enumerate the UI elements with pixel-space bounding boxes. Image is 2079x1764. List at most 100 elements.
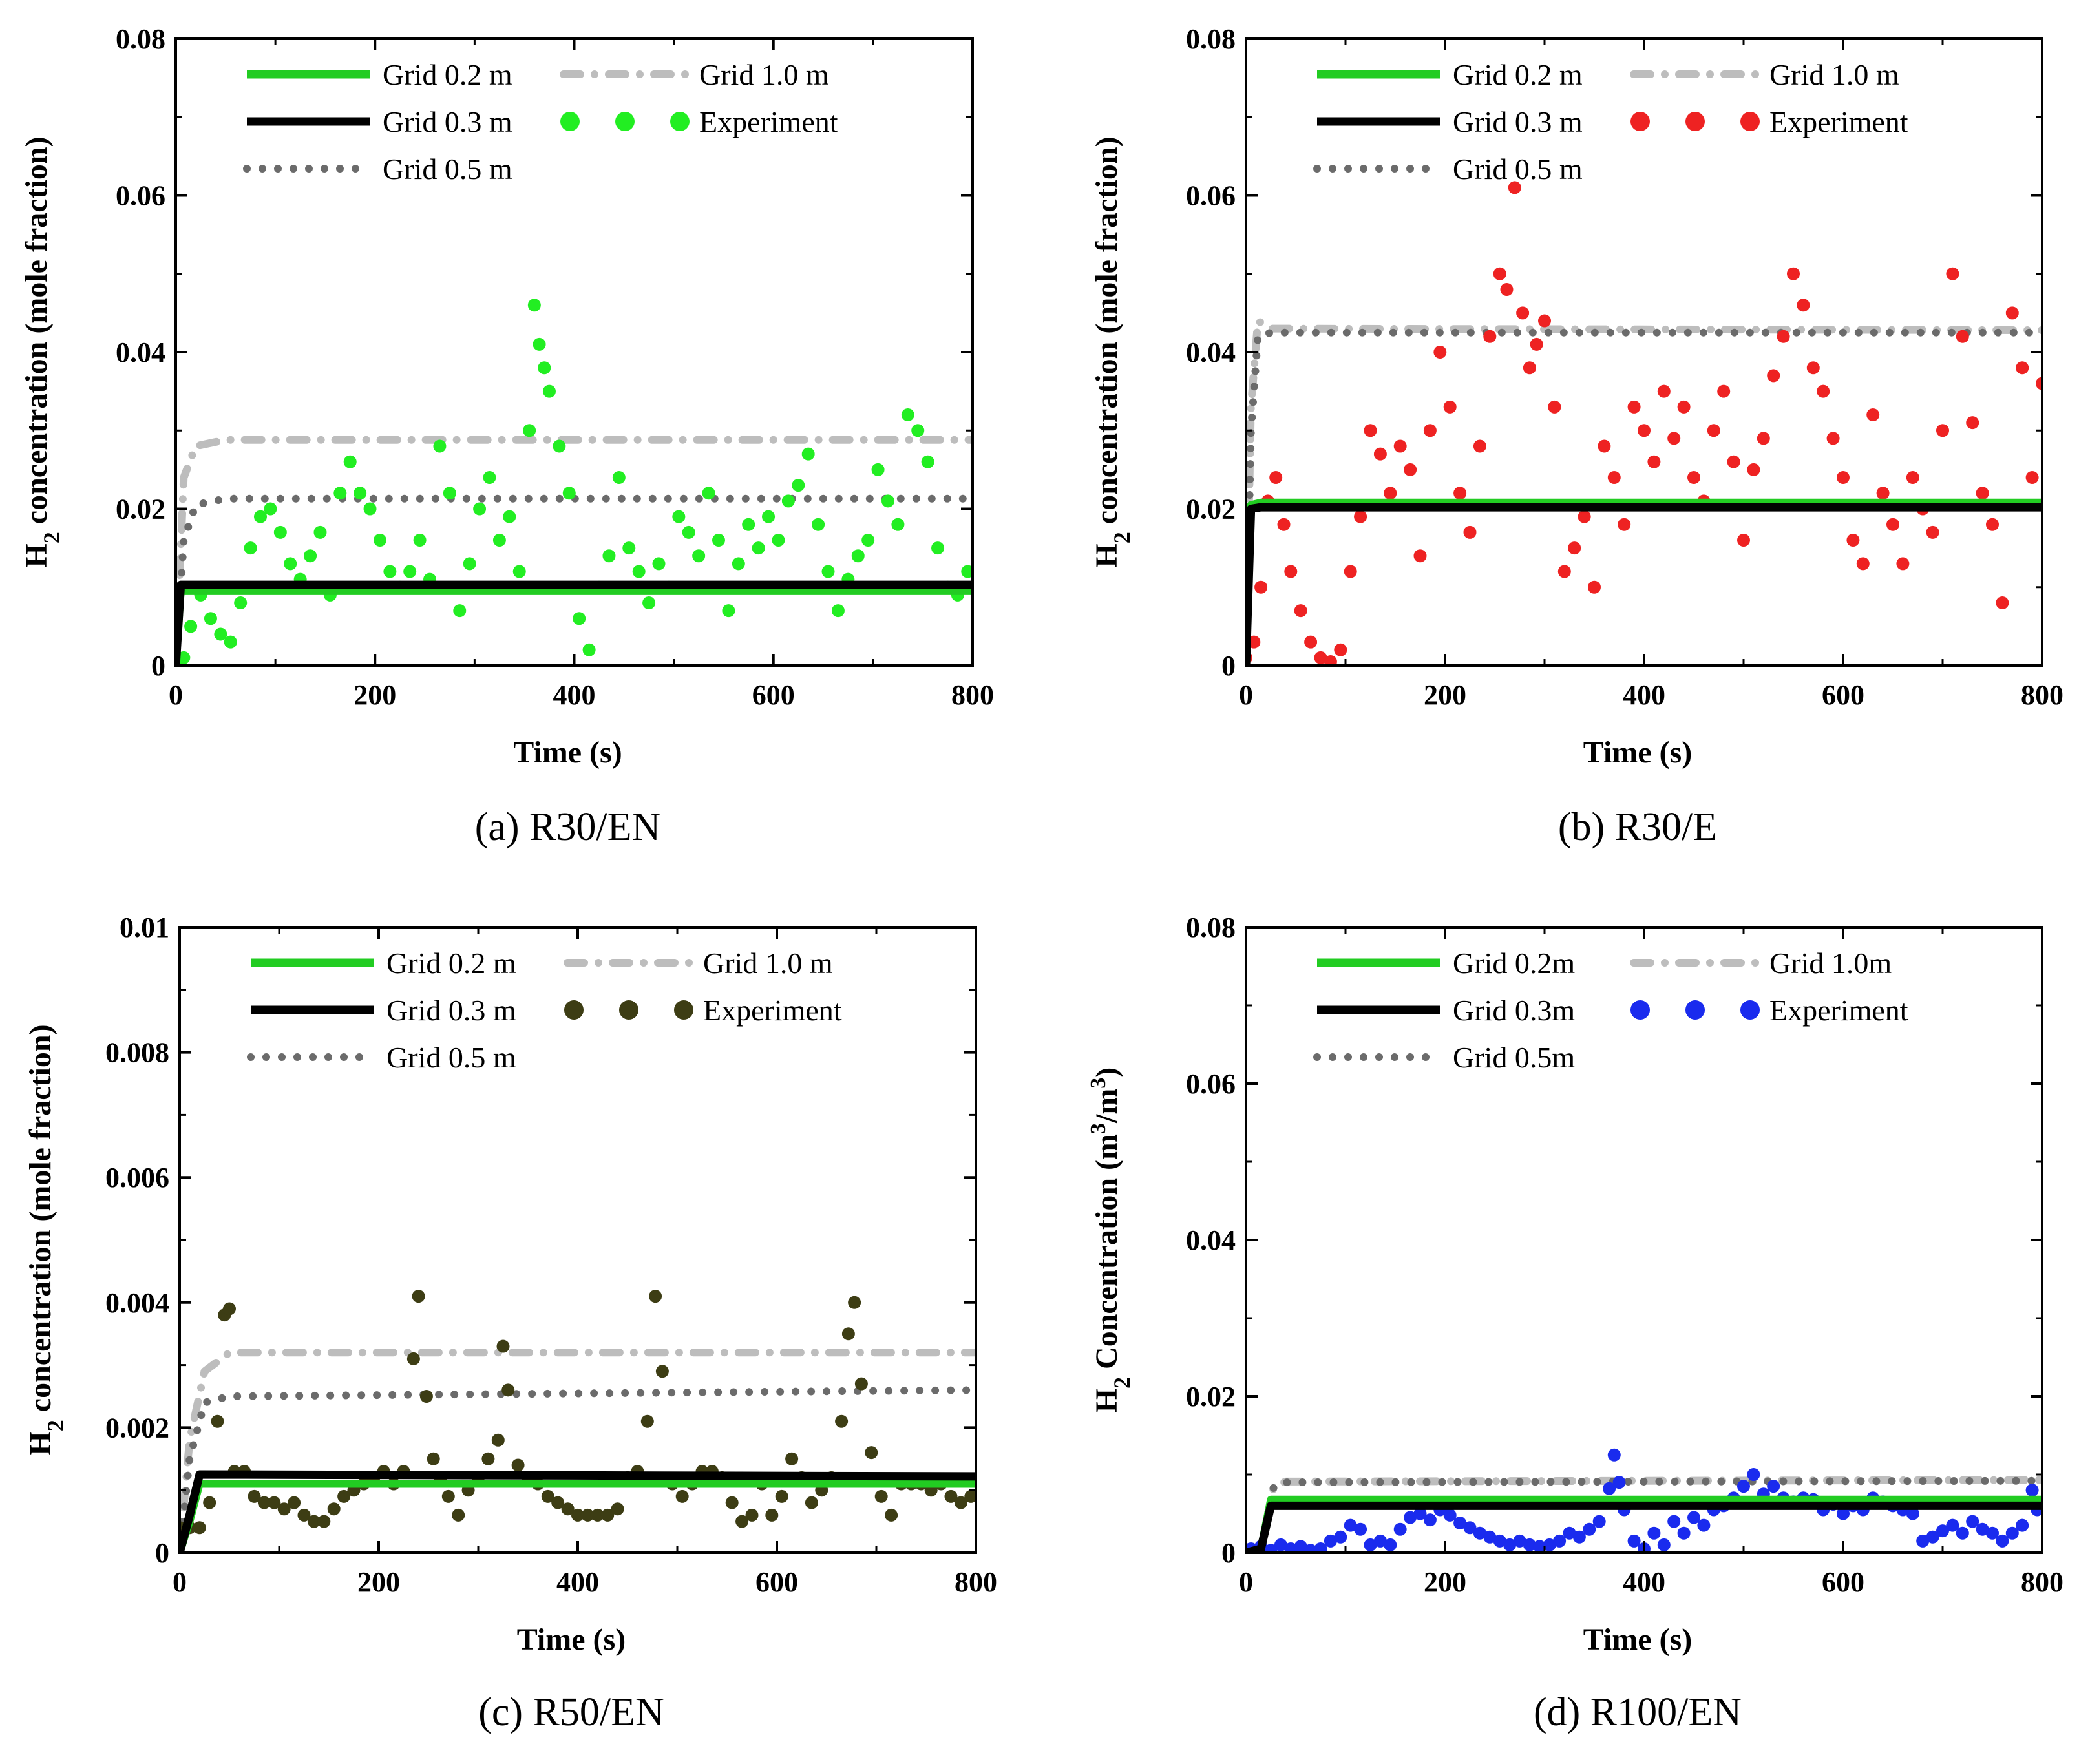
data-point-experiment — [1473, 1526, 1486, 1540]
data-point-experiment — [1627, 1534, 1641, 1548]
y-axis-label: H2 concentration (mole fraction) — [23, 1024, 69, 1455]
data-point-experiment — [1956, 330, 1969, 343]
data-point-experiment — [317, 1515, 331, 1528]
data-point-experiment — [851, 549, 865, 563]
data-point-experiment — [841, 1327, 855, 1341]
data-point-experiment — [692, 549, 706, 563]
data-point-experiment — [1607, 1448, 1621, 1462]
chart-panel-a: 0 200 400 600 800 0 0.02 0.04 0.06 0.08 Time (s) H2… — [19, 23, 994, 849]
series-line-grid-1-0-m — [1246, 317, 2042, 666]
data-point-experiment — [1747, 1468, 1760, 1481]
data-point-experiment — [203, 1496, 216, 1509]
data-point-experiment — [184, 620, 198, 633]
y-tick-label: 0.04 — [116, 337, 165, 368]
data-point-experiment — [2025, 471, 2039, 484]
data-point-experiment — [812, 518, 825, 531]
y-tick-label: 0.008 — [105, 1037, 169, 1069]
data-point-experiment — [1866, 408, 1880, 421]
x-axis-label: Time (s) — [513, 735, 622, 770]
x-axis-label: Time (s) — [1583, 1622, 1692, 1657]
data-point-experiment — [1277, 518, 1291, 531]
data-point-experiment — [762, 510, 776, 523]
legend-label-grid-0-2: Grid 0.2 m — [1453, 58, 1583, 91]
data-point-experiment — [1677, 400, 1691, 414]
y-tick-label: 0.02 — [1186, 1381, 1236, 1412]
data-point-experiment — [775, 1489, 788, 1503]
data-point-experiment — [672, 510, 686, 523]
data-point-experiment — [1344, 565, 1357, 578]
data-point-experiment — [1393, 1522, 1407, 1536]
legend-swatch-experiment — [1685, 1000, 1705, 1020]
data-point-experiment — [1373, 1534, 1387, 1548]
data-point-experiment — [1856, 557, 1870, 571]
data-point-experiment — [254, 510, 268, 523]
y-tick-label: 0.002 — [105, 1412, 169, 1444]
series-line-grid-0-3-m — [180, 1470, 976, 1553]
x-tick-label: 600 — [752, 679, 795, 711]
data-point-experiment — [1886, 518, 1899, 531]
data-point-experiment — [1493, 267, 1506, 280]
data-point-experiment — [363, 502, 377, 516]
data-point-experiment — [961, 565, 973, 578]
data-point-experiment — [2016, 1518, 2029, 1532]
data-point-experiment — [901, 408, 914, 421]
data-point-experiment — [1274, 1538, 1287, 1551]
legend-label-grid-1-0: Grid 1.0m — [1769, 947, 1892, 980]
plot-frame — [1245, 37, 2043, 667]
data-point-experiment — [1846, 534, 1860, 547]
plot-frame — [178, 926, 977, 1554]
panel-caption: (c) R50/EN — [478, 1690, 664, 1734]
data-point-experiment — [591, 1508, 604, 1522]
data-point-experiment — [1269, 471, 1283, 484]
data-point-experiment — [288, 1496, 301, 1509]
series-line-grid-0-3-m — [1246, 503, 2042, 666]
data-point-experiment — [835, 1414, 849, 1428]
legend-swatch-experiment — [1630, 1000, 1650, 1020]
y-axis-label: H2 concentration (mole fraction) — [1090, 136, 1135, 567]
data-point-experiment — [640, 1414, 654, 1428]
data-point-experiment — [512, 565, 526, 578]
data-point-experiment — [871, 463, 885, 476]
data-point-experiment — [538, 361, 551, 375]
x-tick-label: 600 — [755, 1566, 798, 1598]
data-point-experiment — [533, 337, 546, 351]
data-point-experiment — [1717, 384, 1731, 398]
data-point-experiment — [1677, 1526, 1691, 1540]
data-point-experiment — [785, 1452, 799, 1465]
data-point-experiment — [223, 1302, 236, 1316]
data-point-experiment — [383, 565, 397, 578]
data-point-experiment — [441, 1489, 455, 1503]
data-point-experiment — [224, 635, 237, 649]
data-point-experiment — [1583, 1522, 1596, 1536]
data-point-experiment — [1667, 432, 1681, 445]
data-point-experiment — [1364, 1538, 1377, 1551]
data-point-experiment — [682, 525, 695, 539]
x-tick-label: 400 — [556, 1566, 599, 1598]
data-point-experiment — [1976, 1522, 1989, 1536]
data-point-experiment — [885, 1508, 898, 1522]
plot-area — [1246, 181, 2042, 666]
data-point-experiment — [1767, 1480, 1780, 1493]
data-point-experiment — [1443, 400, 1457, 414]
y-tick-label: 0.02 — [1186, 494, 1236, 525]
data-point-experiment — [1598, 439, 1611, 453]
data-point-experiment — [1508, 181, 1521, 194]
y-axis-label: H2 concentration (mole fraction) — [19, 136, 65, 567]
y-tick-label: 0.004 — [105, 1287, 169, 1319]
data-point-experiment — [463, 557, 476, 571]
legend-swatch-experiment — [1740, 1000, 1760, 1020]
plot-frame — [1245, 926, 2043, 1554]
data-point-experiment — [1314, 1542, 1327, 1553]
data-point-experiment — [1603, 1482, 1616, 1495]
data-point-experiment — [1767, 369, 1780, 383]
data-point-experiment — [1926, 1530, 1939, 1544]
legend-swatch-experiment — [1630, 112, 1650, 131]
data-point-experiment — [1294, 1540, 1307, 1553]
series-line-grid-0-5-m — [180, 1386, 976, 1553]
x-tick-label: 800 — [955, 1566, 997, 1598]
data-point-experiment — [1483, 330, 1497, 343]
data-point-experiment — [573, 612, 586, 625]
data-point-experiment — [553, 439, 566, 453]
data-point-experiment — [1806, 361, 1820, 375]
data-point-experiment — [931, 541, 945, 555]
